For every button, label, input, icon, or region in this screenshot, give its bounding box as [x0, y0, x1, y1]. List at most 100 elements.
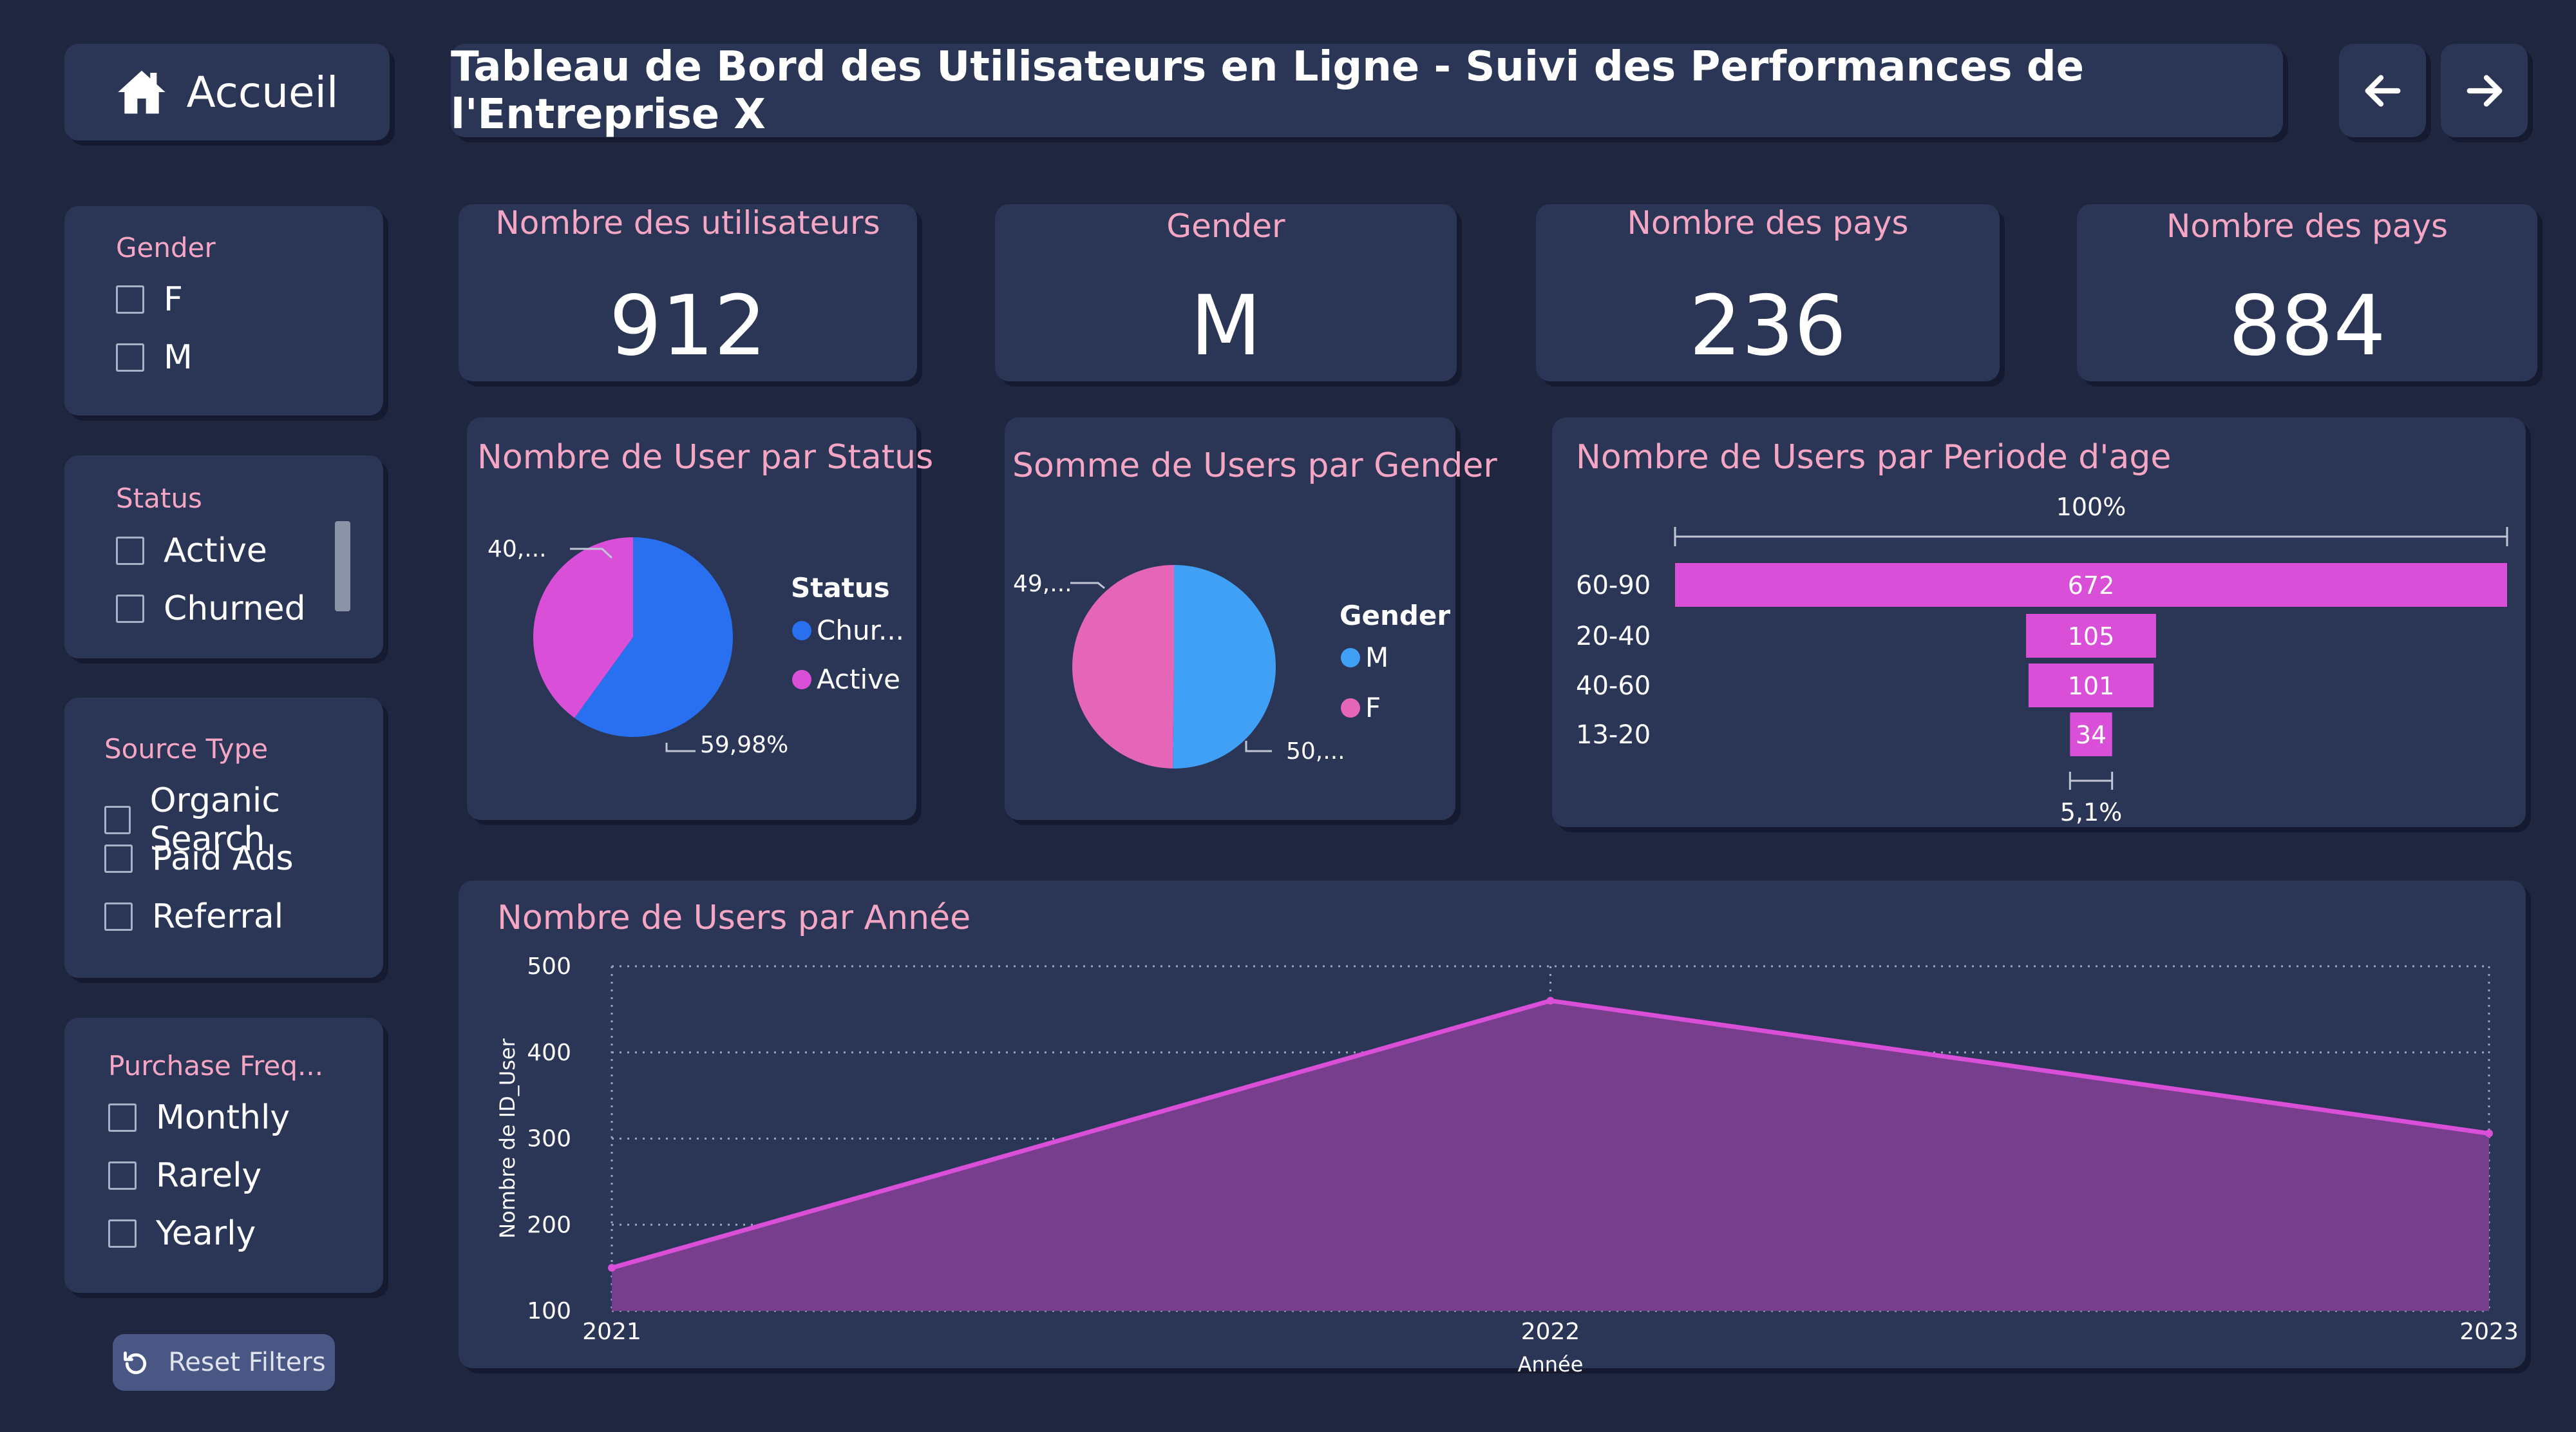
slicer-scrollbar[interactable]: [335, 521, 350, 611]
x-tick-label: 2022: [1521, 1319, 1580, 1345]
pie-data-label: 40,...: [488, 536, 547, 562]
pie-slice-churned[interactable]: [574, 537, 733, 737]
slicer-option-active[interactable]: Active: [116, 531, 267, 570]
pie-data-label: 59,98%: [700, 732, 789, 758]
reset-filters-button[interactable]: Reset Filters: [113, 1334, 335, 1391]
users-per-year-area-chart: 500 400 300 200 100 2021 2022 2023 Année Nombre d…: [495, 953, 2519, 1377]
legend-dot: [792, 669, 811, 689]
option-label: Monthly: [156, 1098, 290, 1137]
reset-label: Reset Filters: [168, 1348, 326, 1377]
slicer-option-monthly[interactable]: Monthly: [108, 1098, 290, 1137]
kpi-card-countries-2: Nombre des pays 884: [2077, 204, 2537, 381]
pie-slice-m[interactable]: [1173, 565, 1276, 769]
checkbox[interactable]: [116, 595, 144, 623]
title-bar: Tableau de Bord des Utilisateurs en Lign…: [451, 43, 2283, 138]
bar-value-label: 101: [2068, 672, 2115, 700]
legend-title: Status: [791, 572, 890, 604]
status-pie-card: Nombre de User par Status 40,... 59,98% …: [467, 417, 933, 820]
checkbox[interactable]: [116, 285, 144, 314]
slicer-option-paid-ads[interactable]: Paid Ads: [104, 839, 294, 878]
purchase-frequency-slicer: Purchase Freq... Monthly Rarely Yearly: [64, 1018, 383, 1293]
chart-title: Somme de Users par Gender: [1012, 446, 1497, 485]
kpi-value: 236: [1689, 278, 1847, 374]
y-tick-label: 100: [527, 1298, 571, 1324]
slicer-option-organic-search[interactable]: Organic Search: [104, 781, 383, 859]
option-label: Organic Search: [149, 781, 280, 859]
x-axis-label: Année: [1518, 1352, 1584, 1377]
forward-button[interactable]: [2441, 44, 2528, 137]
pie-slice-f[interactable]: [1072, 565, 1174, 769]
slicer-title: Gender: [116, 232, 216, 263]
arrow-right-icon: [2467, 75, 2502, 106]
legend-item-f[interactable]: F: [1341, 692, 1381, 723]
legend-label: F: [1365, 692, 1381, 723]
users-per-year-card: Nombre de Users par Année 500 400 300 200 10…: [459, 881, 2526, 1377]
legend-dot: [1341, 647, 1360, 667]
option-label: Paid Ads: [152, 839, 294, 878]
bar-40-60[interactable]: [2028, 663, 2154, 707]
kpi-value: 884: [2228, 278, 2386, 374]
leader-line: [1070, 582, 1105, 589]
y-tick-label: 300: [527, 1126, 571, 1152]
back-button[interactable]: [2339, 44, 2426, 137]
slicer-option-f[interactable]: F: [116, 280, 183, 319]
checkbox[interactable]: [116, 537, 144, 565]
bar-60-90[interactable]: [1675, 563, 2507, 607]
page-title: Tableau de Bord des Utilisateurs en Lign…: [451, 43, 2085, 138]
option-label: Referral: [152, 897, 284, 936]
gender-pie-chart: [1070, 565, 1276, 769]
checkbox[interactable]: [108, 1219, 137, 1248]
leader-line: [665, 743, 696, 752]
kpi-card-users: Nombre des utilisateurs 912: [459, 204, 917, 381]
slicer-option-referral[interactable]: Referral: [104, 897, 283, 936]
bar-value-label: 34: [2076, 721, 2107, 749]
legend-item-active[interactable]: Active: [792, 663, 900, 695]
age-period-bar-chart: 100% 672 60-90 105 20-40 101 40-60 34 13-20 5,1%: [1576, 493, 2508, 826]
kpi-title: Gender: [1166, 207, 1285, 245]
option-label: Rarely: [156, 1156, 262, 1195]
leader-line: [570, 548, 613, 559]
bar-20-40[interactable]: [2026, 614, 2156, 658]
option-label: M: [164, 338, 193, 377]
chart-title: Nombre de User par Status: [477, 438, 934, 477]
y-tick-label: 500: [527, 953, 571, 980]
reset-icon: [124, 1351, 147, 1375]
data-point-2023[interactable]: [2485, 1129, 2493, 1138]
area-fill: [612, 1000, 2489, 1311]
data-point-2021[interactable]: [608, 1264, 616, 1272]
y-tick-label: 200: [527, 1212, 571, 1238]
home-button[interactable]: Accueil: [64, 44, 390, 140]
bar-value-label: 672: [2068, 571, 2115, 600]
slicer-option-yearly[interactable]: Yearly: [108, 1214, 256, 1253]
checkbox[interactable]: [104, 902, 133, 931]
category-label: 13-20: [1576, 720, 1651, 750]
category-label: 40-60: [1576, 671, 1651, 701]
option-label: Active: [164, 531, 267, 570]
kpi-card-gender: Gender M: [995, 204, 1457, 381]
status-pie-chart: [533, 537, 733, 752]
slicer-option-churned[interactable]: Churned: [116, 589, 306, 628]
y-axis-label: Nombre de ID_User: [495, 1038, 520, 1238]
category-label: 60-90: [1576, 571, 1651, 600]
pie-slice-active[interactable]: [533, 537, 633, 718]
status-slicer: Status Active Churned: [64, 455, 383, 658]
slicer-option-rarely[interactable]: Rarely: [108, 1156, 261, 1195]
checkbox[interactable]: [116, 343, 144, 372]
slicer-title: Purchase Freq...: [108, 1050, 324, 1082]
checkbox[interactable]: [104, 806, 131, 834]
pie-data-label: 49,...: [1013, 571, 1072, 597]
data-point-2022[interactable]: [1546, 997, 1555, 1005]
slicer-option-m[interactable]: M: [116, 338, 193, 377]
checkbox[interactable]: [108, 1161, 137, 1190]
checkbox[interactable]: [108, 1103, 137, 1132]
legend-item-m[interactable]: M: [1341, 642, 1388, 673]
bar-13-20[interactable]: [2070, 712, 2112, 756]
bar-value-label: 105: [2068, 622, 2115, 651]
legend-item-churned[interactable]: Chur...: [792, 615, 904, 646]
checkbox[interactable]: [104, 845, 133, 873]
leader-line: [1245, 741, 1272, 752]
x-tick-label: 2021: [582, 1319, 641, 1345]
bracket-label-top: 100%: [2056, 493, 2126, 521]
pie-data-label: 50,...: [1286, 738, 1345, 765]
option-label: Yearly: [156, 1214, 256, 1253]
